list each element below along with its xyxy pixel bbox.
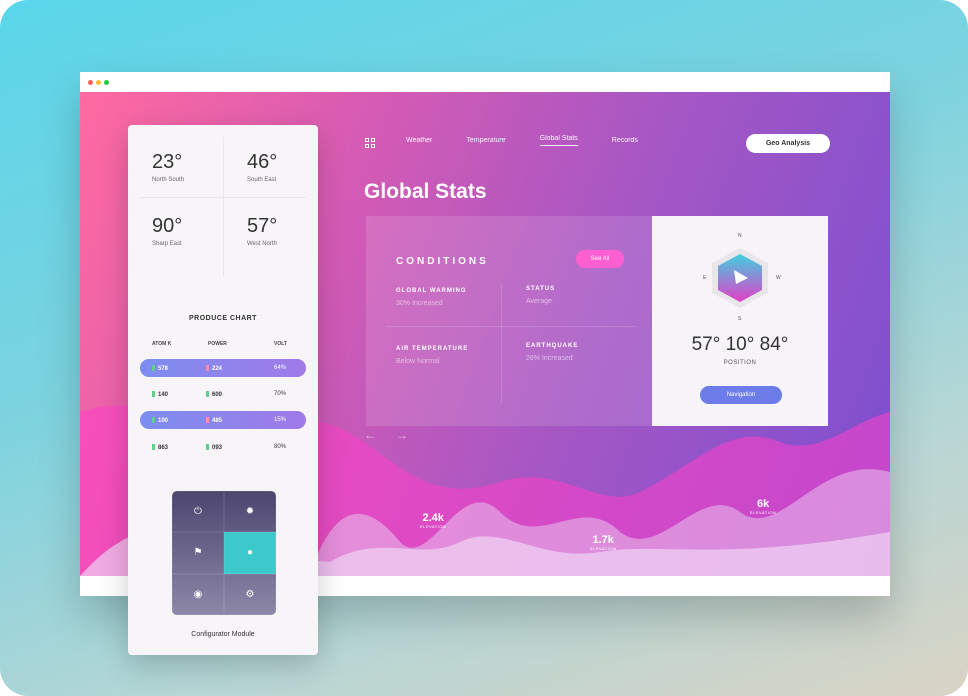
condition-item: STATUS Average — [526, 286, 556, 305]
condition-item: AIR TEMPERATURE Below Normal — [396, 346, 469, 365]
page-title: Global Stats — [364, 180, 487, 203]
down-arrow-icon — [152, 365, 155, 371]
sun-icon[interactable]: ✹ — [224, 491, 276, 533]
elevation-marker: 6k ELEVATION — [750, 498, 777, 515]
nav-temperature[interactable]: Temperature — [466, 137, 506, 144]
geo-analysis-button[interactable]: Geo Analysis — [746, 134, 830, 153]
flag-icon[interactable]: ⚑ — [172, 532, 224, 574]
table-row[interactable]: 140 600 70% — [140, 385, 306, 403]
down-arrow-icon — [152, 444, 155, 450]
elevation-marker: 1.7k ELEVATION — [590, 534, 617, 551]
compass-w: W — [776, 275, 781, 281]
table-row[interactable]: 863 093 80% — [140, 438, 306, 456]
position-coords: 57° 10° 84° — [691, 334, 789, 355]
configurator-grid: ⏻ ✹ ⚑ ● ◉ ⚙ — [172, 491, 276, 615]
title-bar — [80, 72, 890, 92]
column-header: POWER — [208, 341, 227, 347]
close-button[interactable] — [88, 80, 93, 85]
column-header: ATOM K — [152, 341, 172, 347]
configurator-label: Configurator Module — [191, 631, 255, 638]
up-arrow-icon — [206, 417, 209, 423]
down-arrow-icon — [206, 444, 209, 450]
navigation-hexagon-icon — [712, 248, 768, 308]
position-label: POSITION — [723, 360, 757, 366]
up-arrow-icon — [206, 365, 209, 371]
down-arrow-icon — [206, 391, 209, 397]
down-arrow-icon — [152, 417, 155, 423]
temp-tile: 46° South East — [247, 151, 278, 183]
power-icon[interactable]: ⏻ — [172, 491, 224, 533]
conditions-card: CONDITIONS See All GLOBAL WARMING 30% Inc… — [366, 216, 652, 426]
disc-icon[interactable]: ◉ — [172, 573, 224, 615]
table-row[interactable]: 578 224 64% — [140, 359, 306, 377]
nav-records[interactable]: Records — [611, 137, 638, 144]
compass-s: S — [738, 316, 742, 322]
grid-icon[interactable] — [365, 138, 375, 148]
down-arrow-icon — [152, 391, 155, 397]
gear-icon[interactable]: ⚙ — [224, 573, 276, 615]
maximize-button[interactable] — [104, 80, 109, 85]
elevation-marker: 2.4k ELEVATION — [420, 512, 447, 529]
compass-e: E — [703, 275, 707, 281]
produce-chart-title: PRODUCE CHART — [189, 315, 257, 322]
column-header: VOLT — [274, 341, 287, 347]
side-panel: 23° North South 46° South East 90° Sharp Ea… — [128, 125, 318, 655]
temp-tile: 90° Sharp East — [152, 215, 183, 247]
temp-tile: 57° West North — [247, 215, 278, 247]
conditions-title: CONDITIONS — [396, 256, 489, 267]
next-arrow-icon[interactable]: → — [396, 428, 408, 442]
top-nav: Weather Temperature Global Stats Records — [406, 135, 672, 146]
condition-item: EARTHQUAKE 26% Increased — [526, 343, 579, 362]
position-card: N E W S 57° 10° 84° POSITION Navigation — [652, 216, 828, 426]
condition-item: GLOBAL WARMING 30% Increased — [396, 288, 467, 307]
navigation-button[interactable]: Navigation — [700, 386, 782, 404]
temp-tile: 23° North South — [152, 151, 185, 183]
prev-arrow-icon[interactable]: ← — [364, 428, 376, 442]
nav-weather[interactable]: Weather — [406, 137, 433, 144]
table-row[interactable]: 100 485 15% — [140, 411, 306, 429]
circle-icon[interactable]: ● — [224, 532, 276, 574]
nav-global-stats[interactable]: Global Stats — [539, 135, 578, 146]
see-all-button[interactable]: See All — [576, 250, 624, 268]
compass-n: N — [738, 233, 742, 239]
minimize-button[interactable] — [96, 80, 101, 85]
